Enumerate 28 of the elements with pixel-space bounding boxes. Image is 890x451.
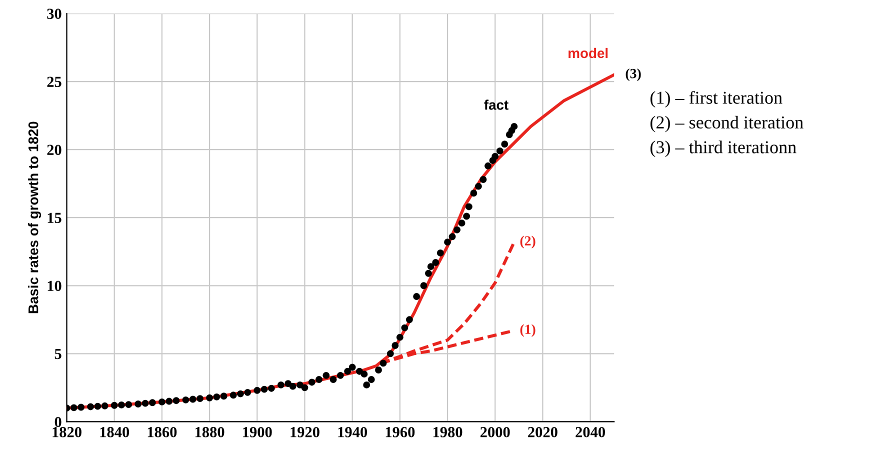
y-tick-label: 15 bbox=[48, 212, 62, 224]
y-tick-label: 10 bbox=[48, 280, 62, 292]
y-axis-title: Basic rates of growth to 1820 bbox=[28, 122, 42, 314]
y-tick-label: 30 bbox=[47, 8, 62, 19]
text: (2) – second iteration bbox=[650, 116, 804, 132]
x-tick-label: 1900 bbox=[243, 426, 272, 438]
x-tick-label: 1920 bbox=[290, 426, 320, 438]
x-tick-label: 1980 bbox=[433, 426, 462, 438]
series-label: model bbox=[568, 48, 608, 58]
x-tick-label: 1880 bbox=[195, 426, 224, 438]
x-tick-label: 2020 bbox=[528, 426, 558, 438]
annotation: (3) bbox=[626, 68, 641, 82]
x-tick-label: 1940 bbox=[338, 426, 368, 438]
y-tick-label: 5 bbox=[54, 348, 62, 360]
x-tick-label: 2040 bbox=[576, 426, 605, 438]
series-label: fact bbox=[484, 100, 508, 110]
series-label: (2) bbox=[520, 236, 536, 248]
x-tick-label: 1820 bbox=[52, 426, 82, 438]
x-tick-label: 1860 bbox=[148, 426, 177, 438]
x-tick-label: 1840 bbox=[100, 426, 130, 438]
y-tick-label: 20 bbox=[47, 144, 62, 156]
series-label: (1) bbox=[520, 324, 536, 337]
y-tick-label: 0 bbox=[54, 416, 62, 428]
x-tick-label: 1960 bbox=[386, 426, 415, 438]
y-tick-label: 25 bbox=[47, 76, 62, 88]
text: (1) – first iteration bbox=[650, 90, 782, 108]
text: (3) – third iterationn bbox=[650, 140, 796, 158]
x-tick-label: 2000 bbox=[480, 426, 510, 438]
